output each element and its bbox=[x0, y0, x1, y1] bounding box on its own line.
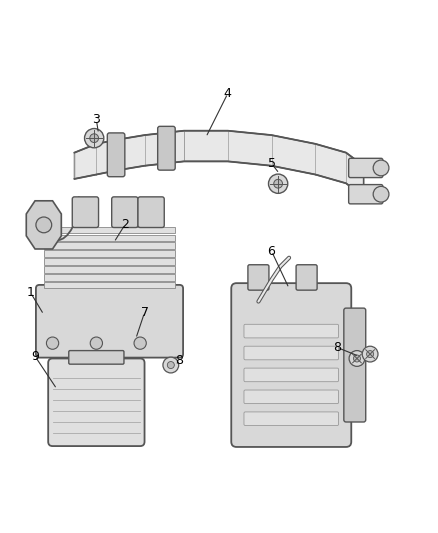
FancyBboxPatch shape bbox=[244, 368, 339, 382]
FancyBboxPatch shape bbox=[296, 265, 317, 290]
Circle shape bbox=[85, 128, 104, 148]
FancyBboxPatch shape bbox=[44, 282, 175, 288]
Text: 3: 3 bbox=[92, 114, 100, 126]
FancyBboxPatch shape bbox=[248, 265, 269, 290]
Text: 6: 6 bbox=[268, 245, 276, 257]
FancyBboxPatch shape bbox=[44, 235, 175, 241]
Circle shape bbox=[90, 337, 102, 349]
Circle shape bbox=[373, 187, 389, 202]
Text: 8: 8 bbox=[333, 341, 341, 354]
FancyBboxPatch shape bbox=[44, 258, 175, 265]
Circle shape bbox=[36, 217, 52, 233]
FancyBboxPatch shape bbox=[36, 285, 183, 358]
Text: 9: 9 bbox=[31, 350, 39, 363]
Circle shape bbox=[167, 361, 174, 368]
FancyBboxPatch shape bbox=[349, 184, 383, 204]
FancyBboxPatch shape bbox=[107, 133, 125, 177]
Circle shape bbox=[134, 337, 146, 349]
Text: 5: 5 bbox=[268, 157, 276, 170]
FancyBboxPatch shape bbox=[72, 197, 99, 228]
Circle shape bbox=[90, 134, 99, 142]
FancyBboxPatch shape bbox=[244, 412, 339, 425]
FancyBboxPatch shape bbox=[244, 390, 339, 403]
FancyBboxPatch shape bbox=[244, 324, 339, 338]
Text: 4: 4 bbox=[224, 87, 232, 100]
Circle shape bbox=[362, 346, 378, 362]
Circle shape bbox=[373, 160, 389, 176]
FancyBboxPatch shape bbox=[69, 351, 124, 364]
FancyBboxPatch shape bbox=[44, 266, 175, 273]
FancyBboxPatch shape bbox=[344, 308, 366, 422]
FancyBboxPatch shape bbox=[112, 197, 138, 228]
Text: 2: 2 bbox=[121, 219, 129, 231]
FancyBboxPatch shape bbox=[44, 243, 175, 249]
Circle shape bbox=[46, 337, 59, 349]
FancyBboxPatch shape bbox=[138, 197, 164, 228]
FancyBboxPatch shape bbox=[244, 346, 339, 360]
Polygon shape bbox=[74, 131, 364, 197]
Circle shape bbox=[353, 355, 360, 362]
Polygon shape bbox=[26, 201, 61, 249]
FancyBboxPatch shape bbox=[349, 158, 383, 177]
Text: 1: 1 bbox=[27, 286, 35, 300]
FancyBboxPatch shape bbox=[231, 283, 351, 447]
FancyBboxPatch shape bbox=[158, 126, 175, 170]
FancyBboxPatch shape bbox=[48, 359, 145, 446]
FancyBboxPatch shape bbox=[44, 227, 175, 233]
Circle shape bbox=[274, 179, 283, 188]
Circle shape bbox=[163, 357, 179, 373]
Text: 7: 7 bbox=[141, 306, 148, 319]
Circle shape bbox=[349, 351, 365, 366]
Circle shape bbox=[268, 174, 288, 193]
Text: 8: 8 bbox=[176, 354, 184, 367]
Circle shape bbox=[367, 351, 374, 358]
FancyBboxPatch shape bbox=[44, 274, 175, 280]
FancyBboxPatch shape bbox=[44, 251, 175, 257]
